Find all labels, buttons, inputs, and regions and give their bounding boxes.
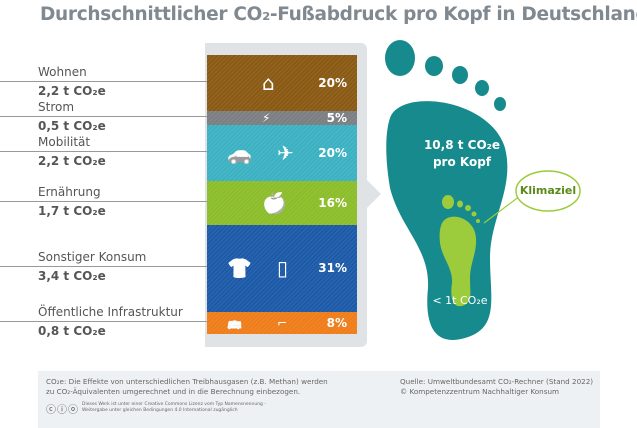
leader-line xyxy=(0,200,207,202)
percent-label: 5% xyxy=(326,110,347,125)
bar-segment: 16% 🍎 xyxy=(207,180,357,226)
bar-segment: 20% 🚗 ✈ xyxy=(207,124,357,181)
leader-line xyxy=(0,266,207,268)
shirt-icon: 👕 xyxy=(227,256,252,281)
category-value: 0,8 t CO₂e xyxy=(38,323,106,338)
category-label: Ernährung xyxy=(38,184,101,199)
small-foot xyxy=(439,216,477,307)
car-icon: 🚗 xyxy=(227,140,252,165)
house-icon: ⌂ xyxy=(262,70,275,95)
footprint-per-capita: pro Kopf xyxy=(432,155,492,169)
footprint-total: 10,8 t CO₂e xyxy=(423,138,501,152)
footprint-graphic xyxy=(385,40,581,340)
food-icon: 🍎 xyxy=(262,190,287,215)
plane-icon: ✈ xyxy=(277,140,294,165)
leader-line xyxy=(0,115,207,117)
bar-segment: 5% ⚡ xyxy=(207,111,357,125)
category-value: 3,4 t CO₂e xyxy=(38,269,106,284)
percent-label: 8% xyxy=(326,315,347,330)
toe-4 xyxy=(475,80,489,96)
cc-license-icon: ⓒⓘⓞ xyxy=(46,405,79,416)
bar-segment: 31% 👕 ▯ xyxy=(207,225,357,312)
category-label: Mobilität xyxy=(38,134,91,149)
leader-line xyxy=(0,80,207,82)
percent-label: 20% xyxy=(318,145,347,160)
goal-label: Klimaziel xyxy=(519,184,577,197)
category-value: 1,7 t CO₂e xyxy=(38,203,106,218)
category-value: 0,5 t CO₂e xyxy=(38,118,106,133)
bus-icon: 🚌 xyxy=(227,315,242,330)
pointer-arrow xyxy=(367,180,381,208)
category-label: Strom xyxy=(38,99,75,114)
toe-3 xyxy=(452,66,468,84)
streetlight-icon: ⌐ xyxy=(277,315,288,330)
license-line-2: Weitergabe unter gleichen Bedingungen 4.… xyxy=(82,408,238,413)
category-value: 2,2 t CO₂e xyxy=(38,83,106,98)
footer: CO₂e: Die Effekte von unterschiedlichen … xyxy=(38,371,600,428)
source: Quelle: Umweltbundesamt CO₂-Rechner (Sta… xyxy=(400,377,594,386)
percent-label: 16% xyxy=(318,195,347,210)
license-line-1: Dieses Werk ist unter einer Creative Com… xyxy=(82,402,266,407)
note-line-1: CO₂e: Die Effekte von unterschiedlichen … xyxy=(46,377,328,386)
note-line-2: zu CO₂-Äquivalenten umgerechnet und in d… xyxy=(46,387,301,396)
phone-icon: ▯ xyxy=(277,256,289,281)
big-toe xyxy=(385,40,415,76)
page-title: Durchschnittlicher CO₂-Fußabdruck pro Ko… xyxy=(40,4,637,25)
category-label: Sonstiger Konsum xyxy=(38,250,147,265)
percent-label: 20% xyxy=(318,75,347,90)
category-value: 2,2 t CO₂e xyxy=(38,153,106,168)
leader-line xyxy=(0,150,207,152)
leader-line xyxy=(0,320,207,322)
goal-value: < 1t CO₂e xyxy=(432,294,488,307)
category-label: Wohnen xyxy=(38,64,87,79)
copyright: © Kompetenzzentrum Nachhaltiger Konsum xyxy=(400,387,560,396)
bar-segment: 8% 🚌 ⌐ xyxy=(207,311,357,334)
plug-icon: ⚡ xyxy=(262,110,271,125)
toe-5 xyxy=(494,97,506,111)
bar-segment: 20% ⌂ xyxy=(207,55,357,111)
percent-label: 31% xyxy=(318,261,347,276)
toe-2 xyxy=(425,56,443,76)
category-label: Öffentliche Infrastruktur xyxy=(38,304,183,319)
